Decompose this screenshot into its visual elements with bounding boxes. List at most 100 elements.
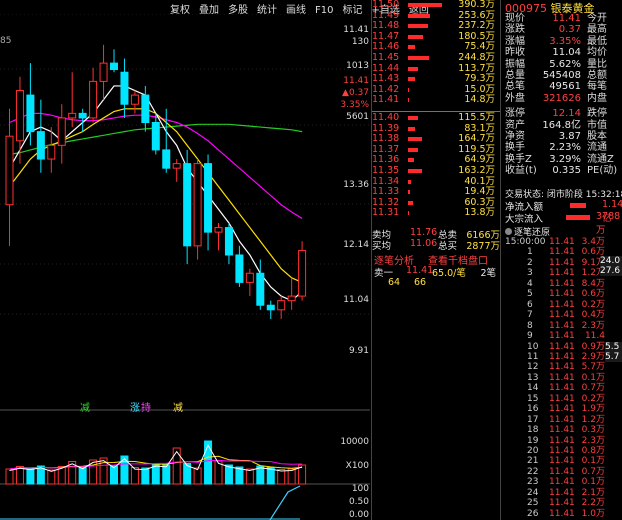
candle[interactable] [78,112,87,119]
toolbar-fuquan[interactable]: 复权 [170,5,190,16]
orderbook-row[interactable]: 11.48 237.2万 [372,21,495,32]
tick-row[interactable]: 25 11.41 2.2万 [505,498,622,509]
candle[interactable] [68,112,77,119]
toolbar-tongji[interactable]: 统计 [257,5,277,16]
orderbook-row[interactable]: 11.39 83.1万 [372,123,495,135]
candle[interactable] [172,163,181,169]
tick-row[interactable]: 15 11.41 0.2万 [505,394,622,405]
orderbook-row[interactable]: 11.44 113.7万 [372,63,495,75]
tick-row[interactable]: 16 11.41 1.9万 [505,404,622,415]
tick-restore-toggle[interactable]: 逐笔还原 [505,225,550,238]
tick-row[interactable]: 6 11.41 0.2万 [505,300,622,311]
tick-row[interactable]: 9 11.41 11.4万 [505,331,622,352]
orderbook-row[interactable]: 11.32 60.3万 [372,197,495,209]
tick-row[interactable]: 19 11.41 2.3万 [505,436,622,447]
toolbar-duogu[interactable]: 多股 [228,5,248,16]
orderbook-row[interactable]: 11.49 253.6万 [372,10,495,22]
candle[interactable] [214,227,223,233]
orderbook-row[interactable]: 11.41 14.8万 [372,95,495,106]
candle[interactable] [120,71,129,105]
candle[interactable] [235,254,244,283]
orderbook-row[interactable]: 11.42 15.0万 [372,84,495,96]
tick-row[interactable]: 15:00:00 11.41 3.4万 [505,237,622,248]
tick-row[interactable]: 1 11.41 0.6万 [505,247,622,258]
tick-row[interactable]: 14 11.41 0.7万 [505,383,622,394]
candle[interactable] [193,163,202,247]
orderbook-row[interactable]: 11.34 40.1万 [372,176,495,188]
tick-row[interactable]: 12 11.41 5.7万 [505,362,622,373]
candle[interactable] [15,90,24,142]
toolbar-add-watchlist[interactable]: +自选 [371,5,400,16]
tick-row[interactable]: 24 11.41 2.1万 [505,488,622,499]
orderbook-row[interactable]: 11.50 390.3万 [372,0,495,11]
candle[interactable] [277,300,286,311]
view-queue-link[interactable]: 查看千档盘口 [428,256,488,267]
candle[interactable] [47,144,56,160]
candle[interactable] [266,304,275,311]
toolbar-huaxian[interactable]: 画线 [286,5,306,16]
tick-analysis-tab[interactable]: 逐笔分析 [374,256,414,267]
orderbook-row[interactable]: 11.36 64.9万 [372,155,495,166]
candle[interactable] [26,94,35,133]
candle[interactable] [36,131,45,160]
toolbar-biaoji[interactable]: 标记 [342,5,363,16]
tick-volume: 0.8万 [581,446,605,456]
orderbook-row[interactable]: 11.40 115.5万 [372,112,495,124]
candle[interactable] [5,135,14,206]
tick-row[interactable]: 8 11.41 2.3万 [505,321,622,332]
tick-row[interactable]: 21 11.41 0.1万 [505,456,622,467]
toolbar-diejia[interactable]: 叠加 [199,5,219,16]
tick-row[interactable]: 5 11.41 0.6万 [505,289,622,300]
tick-row[interactable]: 3 11.41 1.2万 [505,268,622,279]
orderbook-volume-bar [408,158,414,163]
quote-value: 0.335 [552,165,581,177]
candle[interactable] [183,163,192,247]
candle[interactable] [130,94,139,105]
orderbook-row[interactable]: 11.38 164.7万 [372,134,495,145]
toolbar-f10[interactable]: F10 [315,5,334,16]
candle[interactable] [57,117,66,146]
orderbook-row[interactable]: 11.46 75.4万 [372,42,495,53]
candle[interactable] [298,249,307,297]
tick-row[interactable]: 20 11.41 0.8万 [505,446,622,457]
quote-label-2: 量比 [587,58,607,70]
candle[interactable] [151,122,160,151]
candle[interactable] [141,94,150,124]
candle[interactable] [224,227,233,256]
orderbook-row[interactable]: 11.45 244.8万 [372,52,495,64]
candle[interactable] [287,295,296,302]
candle[interactable] [204,163,213,233]
orderbook-row[interactable]: 11.35 163.2万 [372,165,495,177]
candlestick-chart[interactable] [0,14,370,520]
tick-row[interactable]: 4 11.41 8.4万 [505,279,622,290]
tick-row[interactable]: 10 11.41 0.9万 [505,342,622,353]
orderbook-row[interactable]: 11.31 13.8万 [372,208,495,219]
tick-row[interactable]: 7 11.41 0.4万 [505,310,622,321]
orderbook-row[interactable]: 11.37 119.5万 [372,144,495,156]
orderbook-row[interactable]: 11.47 180.5万 [372,31,495,43]
candle[interactable] [110,62,118,71]
candle[interactable] [256,272,265,306]
tick-row[interactable]: 22 11.41 0.7万 [505,467,622,478]
candle[interactable] [99,62,108,82]
toolbar-back[interactable]: 返回 [408,5,429,16]
tick-row[interactable]: 2 11.41 9.1万 [505,258,622,269]
tick-row[interactable]: 11 11.41 2.9万 [505,352,622,363]
axis-label: 130 [351,37,369,47]
tick-row[interactable]: 23 11.41 0.1万 [505,477,622,488]
tick-row[interactable]: 13 11.41 0.1万 [505,373,622,384]
signal-label: 减 [173,403,183,414]
orderbook-row[interactable]: 11.43 79.3万 [372,74,495,85]
tick-row[interactable]: 17 11.41 1.2万 [505,415,622,426]
axis-label: 11.04 [343,295,369,305]
orderbook-row[interactable]: 11.33 19.4万 [372,187,495,198]
tick-price: 11.41 [549,456,575,467]
tick-row[interactable]: 26 11.41 1.0万 [505,509,622,520]
candle[interactable] [162,149,171,169]
candle[interactable] [89,80,98,119]
tick-row[interactable]: 18 11.41 0.3万 [505,425,622,436]
quote-label-2: 均价 [587,47,607,59]
orderbook-volume-bar [408,169,422,173]
tick-price: 11.41 [549,425,575,436]
candle[interactable] [245,272,254,283]
